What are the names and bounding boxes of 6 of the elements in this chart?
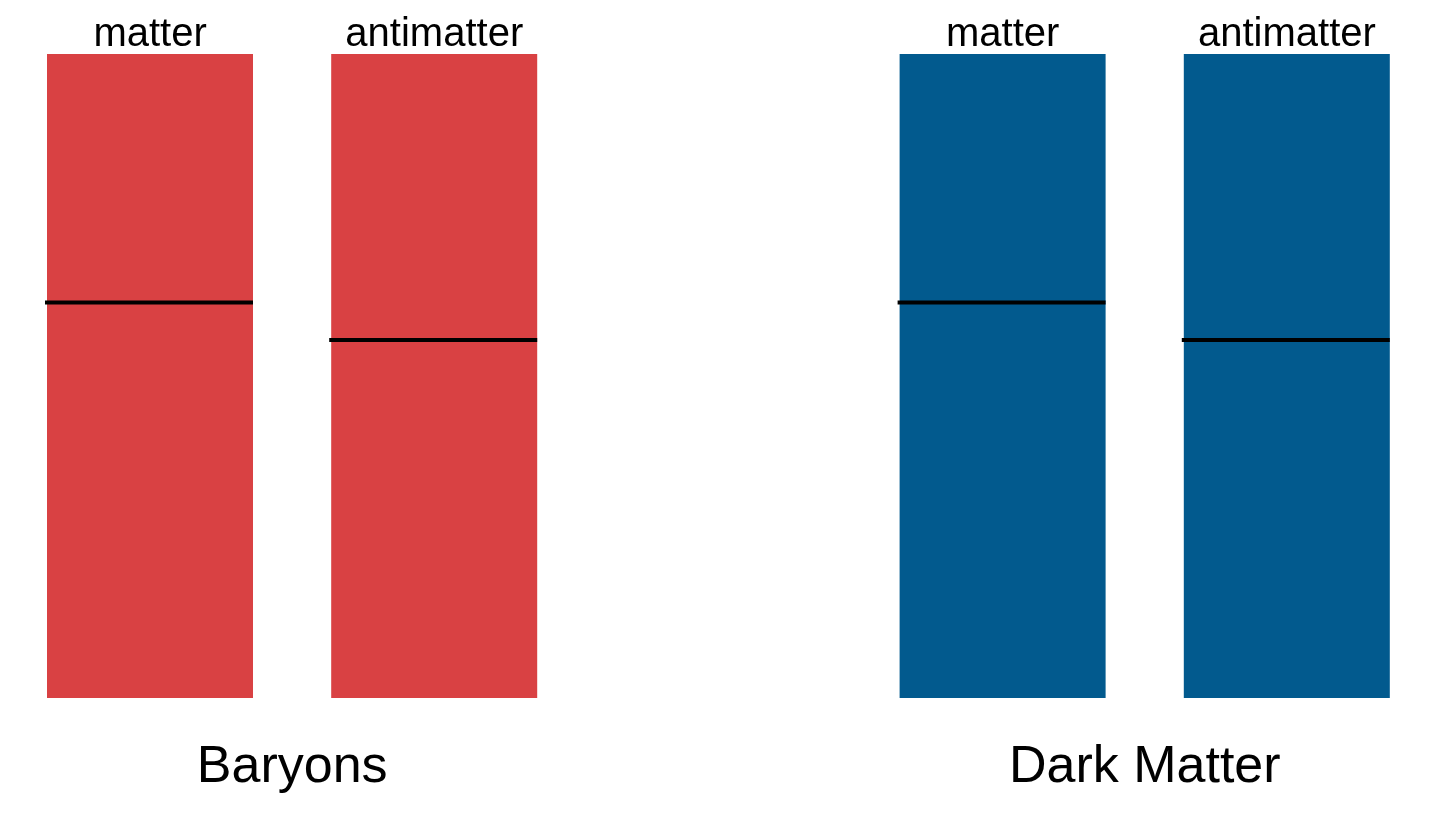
text: Dark Matter — [1008, 735, 1282, 793]
x-tick-label: antimatter — [1197, 10, 1376, 54]
x-tick-label: antimatter — [345, 10, 524, 54]
text: Baryons — [195, 735, 389, 793]
x-tick-label: matter — [93, 10, 207, 54]
x-tick-label: matter — [946, 10, 1060, 54]
